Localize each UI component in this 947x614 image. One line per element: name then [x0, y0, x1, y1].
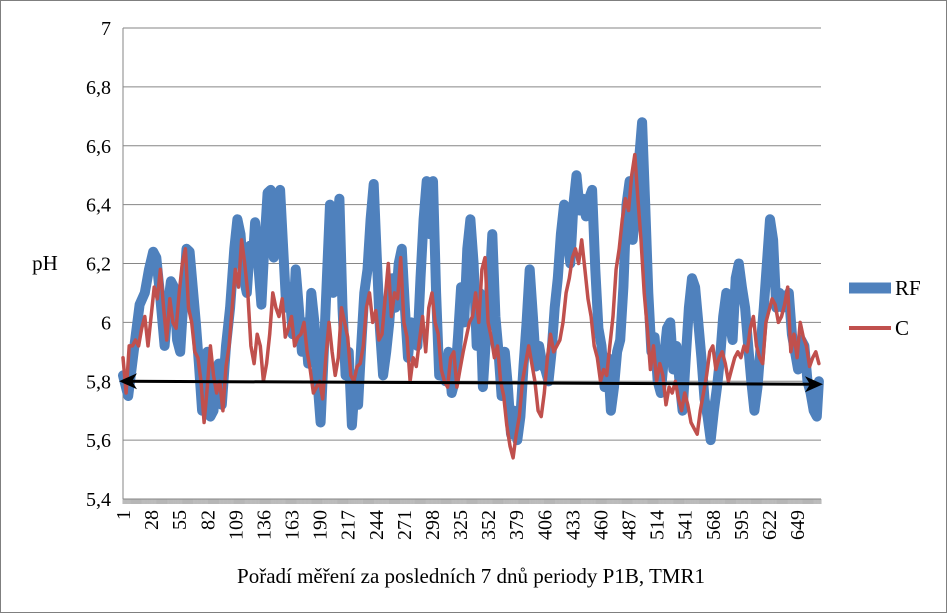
y-tick-label: 6 — [101, 312, 111, 334]
x-tick-label: 568 — [703, 510, 725, 540]
series-line-rf — [118, 117, 824, 446]
x-tick-label: 433 — [562, 510, 584, 540]
x-tick-label: 622 — [759, 510, 781, 540]
y-tick-labels: 5,4 5,6 5,8 6 6,2 6,4 6,6 6,8 7 — [86, 18, 111, 511]
x-tick-label: 190 — [310, 510, 332, 540]
x-tick-label: 460 — [590, 510, 612, 540]
x-axis-ticks — [122, 499, 822, 504]
x-tick-label: 217 — [338, 510, 360, 540]
y-tick-label: 5,8 — [86, 371, 111, 393]
legend-label-rf: RF — [895, 276, 921, 300]
y-tick-label: 6,6 — [86, 136, 111, 158]
y-tick-label: 6,4 — [86, 195, 111, 217]
x-tick-label: 514 — [647, 510, 669, 540]
x-tick-label: 136 — [253, 510, 275, 540]
y-tick-label: 5,6 — [86, 430, 111, 452]
y-tick-label: 5,4 — [86, 489, 111, 511]
x-tick-label: 595 — [731, 510, 753, 540]
x-tick-label: 244 — [366, 510, 388, 540]
x-tick-label: 271 — [394, 510, 416, 540]
x-tick-label: 541 — [675, 510, 697, 540]
x-tick-label: 55 — [169, 510, 191, 530]
x-axis-title: Pořadí měření za posledních 7 dnů period… — [237, 564, 705, 588]
reference-arrowhead-right — [805, 376, 823, 393]
y-tick-label: 6,2 — [86, 254, 111, 276]
x-tick-label: 325 — [450, 510, 472, 540]
legend: RF C — [849, 276, 921, 340]
series-line-c — [121, 152, 821, 460]
y-axis-title: pH — [32, 251, 58, 275]
series-lines — [118, 117, 824, 460]
y-tick-label: 6,8 — [86, 77, 111, 99]
x-tick-label: 1 — [113, 510, 135, 520]
x-tick-label: 109 — [225, 510, 247, 540]
reference-line — [124, 379, 818, 386]
x-tick-label: 352 — [478, 510, 500, 540]
legend-label-c: C — [895, 316, 909, 340]
x-tick-label: 406 — [534, 510, 556, 540]
x-tick-label: 487 — [619, 510, 641, 540]
x-tick-label: 82 — [197, 510, 219, 530]
x-tick-labels: 1 28 55 82 109 136 163 190 217 244 271 298 325 352 379… — [113, 510, 809, 540]
x-tick-label: 163 — [282, 510, 304, 540]
x-tick-label: 28 — [141, 510, 163, 530]
y-tick-label: 7 — [101, 18, 111, 40]
reference-arrow — [119, 373, 823, 393]
x-tick-label: 649 — [787, 510, 809, 540]
reference-arrowhead-left — [119, 373, 137, 390]
axes — [122, 28, 822, 504]
x-tick-label: 298 — [422, 510, 444, 540]
x-tick-label: 379 — [506, 510, 528, 540]
